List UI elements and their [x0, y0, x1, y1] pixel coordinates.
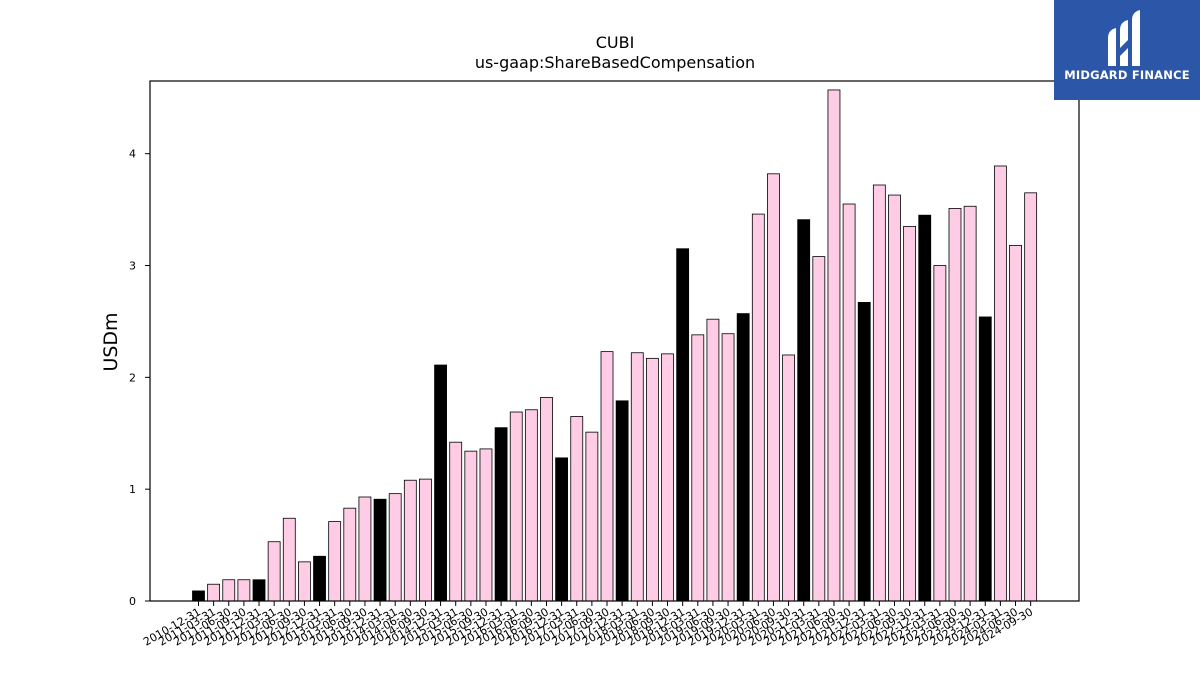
- bar-2021-03-31: [812, 256, 826, 602]
- bar-2011-12-31: [252, 579, 266, 602]
- y-tick-label: 0: [129, 595, 136, 608]
- y-tick-label: 2: [129, 371, 136, 384]
- bar-2014-03-31: [388, 493, 402, 602]
- y-axis-label: USDm: [100, 312, 122, 371]
- bar-2011-06-30: [222, 579, 236, 602]
- bar-2019-12-31: [736, 313, 750, 602]
- y-tick-label: 3: [129, 260, 136, 273]
- chart-subtitle: us-gaap:ShareBasedCompensation: [475, 53, 755, 72]
- bar-2019-06-30: [706, 318, 720, 602]
- bar-2024-03-31: [993, 165, 1007, 602]
- bar-2014-06-30: [403, 479, 417, 602]
- bars-group: [192, 89, 1038, 602]
- bar-2018-12-31: [676, 248, 690, 602]
- bar-2014-12-31: [434, 364, 447, 602]
- y-tick-label: 1: [129, 483, 136, 496]
- y-axis: 0 1 2 3 4: [129, 148, 150, 608]
- y-tick-label: 4: [129, 148, 136, 161]
- bar-2010-12-31: [192, 590, 205, 602]
- bar-2012-09-30: [298, 561, 311, 602]
- bar-2015-09-30: [479, 448, 493, 602]
- bar-2012-06-30: [282, 517, 296, 602]
- bar-2015-03-31: [449, 441, 463, 602]
- bar-2013-09-30: [358, 496, 372, 602]
- bar-2013-03-31: [328, 521, 342, 602]
- bar-2017-03-31: [570, 416, 584, 602]
- bar-2024-09-30: [1024, 192, 1038, 602]
- bar-2023-06-30: [948, 208, 962, 602]
- bar-2018-09-30: [661, 353, 674, 602]
- bar-2023-03-31: [933, 265, 947, 602]
- bar-2016-12-31: [555, 457, 569, 602]
- bar-2017-09-30: [600, 351, 614, 602]
- bar-2023-09-30: [963, 205, 977, 602]
- bar-2022-12-31: [918, 214, 932, 602]
- bar-2011-03-31: [207, 583, 221, 602]
- bar-2011-09-30: [237, 579, 251, 602]
- bar-2015-06-30: [464, 450, 478, 602]
- bar-2024-06-30: [1009, 244, 1022, 602]
- chart-title: CUBI: [596, 33, 635, 52]
- bar-2022-09-30: [903, 225, 917, 602]
- logo-text: MIDGARD FINANCE: [1064, 68, 1190, 82]
- bar-2013-06-30: [343, 507, 357, 602]
- bar-2022-06-30: [888, 194, 901, 602]
- bar-2015-12-31: [494, 427, 508, 602]
- bar-2019-03-31: [691, 334, 705, 602]
- bar-2016-03-31: [509, 411, 523, 602]
- bar-2017-06-30: [585, 431, 599, 602]
- midgard-finance-logo: MIDGARD FINANCE: [1054, 0, 1200, 100]
- bar-2021-09-30: [842, 203, 856, 602]
- bar-2020-03-31: [751, 213, 765, 602]
- bar-2012-12-31: [313, 555, 326, 602]
- bar-2013-12-31: [373, 498, 387, 602]
- bar-2018-06-30: [646, 357, 659, 602]
- bar-2021-06-30: [827, 89, 841, 602]
- x-axis: 2010-12-312011-03-312011-06-302011-09-30…: [141, 601, 1035, 649]
- plot-frame: [149, 80, 1080, 602]
- bar-2014-09-30: [419, 478, 432, 602]
- bar-2019-09-30: [721, 333, 735, 602]
- bar-2016-06-30: [524, 409, 538, 602]
- bar-2017-12-31: [615, 400, 629, 602]
- bar-2020-12-31: [797, 219, 811, 602]
- bar-2020-06-30: [767, 173, 780, 602]
- midgard-logo-icon: [1108, 10, 1140, 66]
- bar-2022-03-31: [872, 184, 886, 602]
- bar-2018-03-31: [630, 352, 644, 602]
- bar-2023-12-31: [978, 316, 992, 602]
- bar-2012-03-31: [267, 541, 281, 602]
- bar-2021-12-31: [857, 302, 871, 602]
- bar-2020-09-30: [782, 354, 795, 602]
- bar-2016-09-30: [540, 397, 553, 602]
